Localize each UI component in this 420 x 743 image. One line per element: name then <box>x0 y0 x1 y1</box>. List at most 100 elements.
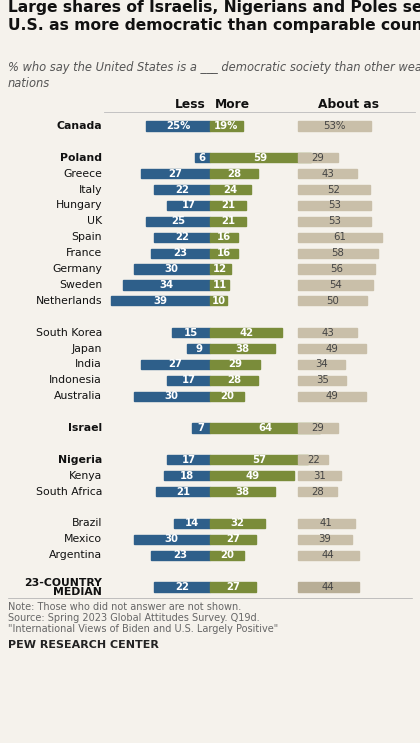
Text: 12: 12 <box>213 264 227 274</box>
Text: Large shares of Israelis, Nigerians and Poles see the
U.S. as more democratic th: Large shares of Israelis, Nigerians and … <box>8 0 420 33</box>
Bar <box>123 280 210 290</box>
Bar <box>134 535 210 544</box>
Text: 43: 43 <box>321 328 334 337</box>
Bar <box>141 169 210 178</box>
Bar <box>298 344 366 353</box>
Bar <box>195 153 210 163</box>
Text: 28: 28 <box>227 169 241 178</box>
Bar <box>298 169 357 178</box>
Text: 53: 53 <box>328 216 341 227</box>
Text: 17: 17 <box>181 375 195 386</box>
Text: 22: 22 <box>175 233 189 242</box>
Text: Germany: Germany <box>52 264 102 274</box>
Bar <box>210 153 312 163</box>
Text: 64: 64 <box>258 423 272 433</box>
Bar <box>210 535 257 544</box>
Bar <box>298 487 337 496</box>
Text: 41: 41 <box>320 519 333 528</box>
Text: 18: 18 <box>180 471 194 481</box>
Bar <box>141 360 210 369</box>
Bar <box>298 535 352 544</box>
Text: 20: 20 <box>220 392 234 401</box>
Bar <box>187 344 210 353</box>
Text: 49: 49 <box>326 343 338 354</box>
Text: 61: 61 <box>333 233 346 242</box>
Bar <box>298 471 341 481</box>
Bar <box>110 296 210 305</box>
Text: Israel: Israel <box>68 423 102 433</box>
Text: 52: 52 <box>328 184 340 195</box>
Text: 35: 35 <box>316 375 328 386</box>
Text: 44: 44 <box>322 582 335 592</box>
Text: 57: 57 <box>252 455 266 465</box>
Bar <box>210 296 227 305</box>
Text: 27: 27 <box>226 534 240 545</box>
Text: Note: Those who did not answer are not shown.: Note: Those who did not answer are not s… <box>8 602 241 612</box>
Text: Source: Spring 2023 Global Attitudes Survey. Q19d.: Source: Spring 2023 Global Attitudes Sur… <box>8 613 260 623</box>
Bar <box>210 424 320 432</box>
Bar <box>298 153 338 163</box>
Text: Argentina: Argentina <box>49 551 102 560</box>
Text: 23-COUNTRY: 23-COUNTRY <box>24 577 102 588</box>
Text: 22: 22 <box>175 582 189 592</box>
Text: 19%: 19% <box>214 121 239 131</box>
Bar <box>192 424 210 432</box>
Bar <box>210 265 231 273</box>
Bar <box>210 217 246 226</box>
Bar <box>298 280 373 290</box>
Text: 6: 6 <box>199 153 206 163</box>
Text: 49: 49 <box>326 392 338 401</box>
Text: 23: 23 <box>174 551 188 560</box>
Text: 38: 38 <box>236 343 250 354</box>
Bar <box>156 487 210 496</box>
Bar <box>210 376 258 385</box>
Bar <box>298 328 357 337</box>
Text: More: More <box>215 98 249 111</box>
Bar <box>298 551 359 560</box>
Text: 28: 28 <box>311 487 324 496</box>
Bar <box>298 265 375 273</box>
Bar <box>298 424 338 432</box>
Text: 21: 21 <box>221 201 235 210</box>
Bar <box>210 519 265 528</box>
Text: South Korea: South Korea <box>36 328 102 337</box>
Text: Indonesia: Indonesia <box>49 375 102 386</box>
Text: 29: 29 <box>312 423 324 433</box>
Bar <box>298 392 366 401</box>
Text: 39: 39 <box>318 534 331 545</box>
Text: % who say the United States is a ___ democratic society than other wealthy
natio: % who say the United States is a ___ dem… <box>8 61 420 90</box>
Bar <box>154 233 210 242</box>
Text: 34: 34 <box>315 360 328 369</box>
Bar <box>210 249 238 258</box>
Bar <box>210 392 244 401</box>
Text: 30: 30 <box>165 534 179 545</box>
Bar <box>298 201 371 210</box>
Text: 50: 50 <box>326 296 339 306</box>
Bar <box>210 344 276 353</box>
Text: Italy: Italy <box>79 184 102 195</box>
Text: 22: 22 <box>175 184 189 195</box>
Text: 29: 29 <box>228 360 242 369</box>
Bar <box>210 360 260 369</box>
Text: 25%: 25% <box>166 121 190 131</box>
Text: 43: 43 <box>321 169 334 178</box>
Text: "International Views of Biden and U.S. Largely Positive": "International Views of Biden and U.S. L… <box>8 624 278 634</box>
Bar <box>210 280 229 290</box>
Text: Nigeria: Nigeria <box>58 455 102 465</box>
Text: 16: 16 <box>217 248 231 258</box>
Text: Brazil: Brazil <box>72 519 102 528</box>
Text: Poland: Poland <box>60 153 102 163</box>
Text: 11: 11 <box>213 280 226 290</box>
Bar <box>134 265 210 273</box>
Text: MEDIAN: MEDIAN <box>53 586 102 597</box>
Text: 49: 49 <box>245 471 259 481</box>
Text: 56: 56 <box>330 264 343 274</box>
Bar <box>146 217 210 226</box>
Text: 31: 31 <box>313 471 326 481</box>
Bar <box>298 519 354 528</box>
Text: 14: 14 <box>185 519 199 528</box>
Text: 29: 29 <box>312 153 324 163</box>
Text: PEW RESEARCH CENTER: PEW RESEARCH CENTER <box>8 640 159 650</box>
Text: Mexico: Mexico <box>64 534 102 545</box>
Text: 30: 30 <box>165 264 179 274</box>
